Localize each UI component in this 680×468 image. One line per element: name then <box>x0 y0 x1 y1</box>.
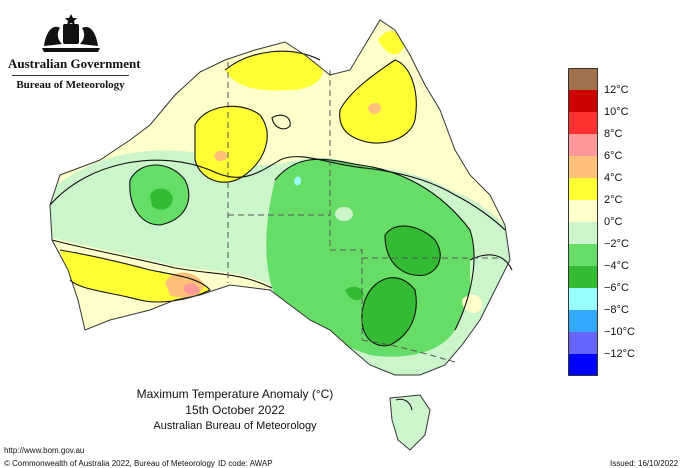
legend-label: −2°C <box>604 238 629 250</box>
footer-url[interactable]: http://www.bom.gov.au <box>4 446 85 455</box>
government-label: Australian Government <box>8 56 141 71</box>
tasmania-contour <box>395 398 413 411</box>
map-title: Maximum Temperature Anomaly (°C) 15th Oc… <box>80 386 390 434</box>
legend-label: −12°C <box>604 348 636 360</box>
legend-swatch <box>568 266 598 288</box>
anomaly-zone-6-to-8-southwest <box>183 283 200 296</box>
footer-id-code: ID code: AWAP <box>218 459 273 468</box>
anomaly-zone-2-to-4-north-central <box>225 51 324 91</box>
legend-label: 10°C <box>604 106 629 118</box>
anomaly-zone-minus4-core-3 <box>345 286 364 301</box>
legend-swatch <box>568 354 598 376</box>
legend-swatch <box>568 178 598 200</box>
anomaly-zone-4-to-6-cape-york <box>368 102 382 114</box>
anomaly-zone-4-to-6-north <box>214 150 228 162</box>
legend-swatch <box>568 200 598 222</box>
contour-lines <box>49 50 513 347</box>
legend-label: −8°C <box>604 304 629 316</box>
legend-frame <box>568 68 598 376</box>
anomaly-zone-pale-hole <box>335 207 353 221</box>
anomaly-zone-2-to-4-cape-york <box>339 60 417 144</box>
legend-swatch <box>568 288 598 310</box>
state-borders <box>227 62 498 363</box>
map-title-line1: Maximum Temperature Anomaly (°C) <box>136 387 334 401</box>
bureau-label: Bureau of Meteorology <box>16 79 125 91</box>
legend-swatch <box>568 112 598 134</box>
anomaly-zone-minus4-core-1 <box>385 225 441 276</box>
footer-issued: Issued: 16/10/2022 <box>610 459 679 468</box>
legend-label: 8°C <box>604 128 623 140</box>
legend-swatch <box>568 332 598 354</box>
legend-swatch <box>568 222 598 244</box>
logo-divider <box>12 75 129 76</box>
legend-swatch <box>568 156 598 178</box>
legend-label: 4°C <box>604 172 623 184</box>
anomaly-zone-minus2-to-minus4-east <box>266 159 475 357</box>
legend-swatch <box>568 310 598 332</box>
legend-label: 2°C <box>604 194 623 206</box>
legend-swatch <box>568 90 598 112</box>
legend-swatch <box>568 244 598 266</box>
government-logo: Australian Government Bureau of Meteorol… <box>8 10 141 91</box>
legend-label: −4°C <box>604 260 629 272</box>
tasmania <box>389 394 431 451</box>
legend-label: 12°C <box>604 84 629 96</box>
legend-label: −6°C <box>604 282 629 294</box>
anomaly-zone-minus4-core-2 <box>361 277 417 346</box>
legend-swatch <box>568 68 598 90</box>
coat-of-arms-icon <box>41 14 100 52</box>
footer-copyright: © Commonwealth of Australia 2022, Bureau… <box>4 459 215 468</box>
anomaly-zone-minus6-spot <box>294 176 302 186</box>
legend-swatch <box>568 134 598 156</box>
coastline <box>49 19 511 376</box>
legend-label: 0°C <box>604 216 623 228</box>
anomaly-zone-minus4-west <box>150 188 173 210</box>
map-title-date: 15th October 2022 <box>185 403 285 417</box>
map-title-source: Australian Bureau of Meteorology <box>153 420 317 432</box>
anomaly-zone-2-to-4-north-west <box>195 106 268 183</box>
legend-label: 6°C <box>604 150 623 162</box>
legend-label: −10°C <box>604 326 636 338</box>
anomaly-zone-2-to-4-cape-tip <box>378 30 405 55</box>
temperature-anomaly-map <box>49 19 513 451</box>
